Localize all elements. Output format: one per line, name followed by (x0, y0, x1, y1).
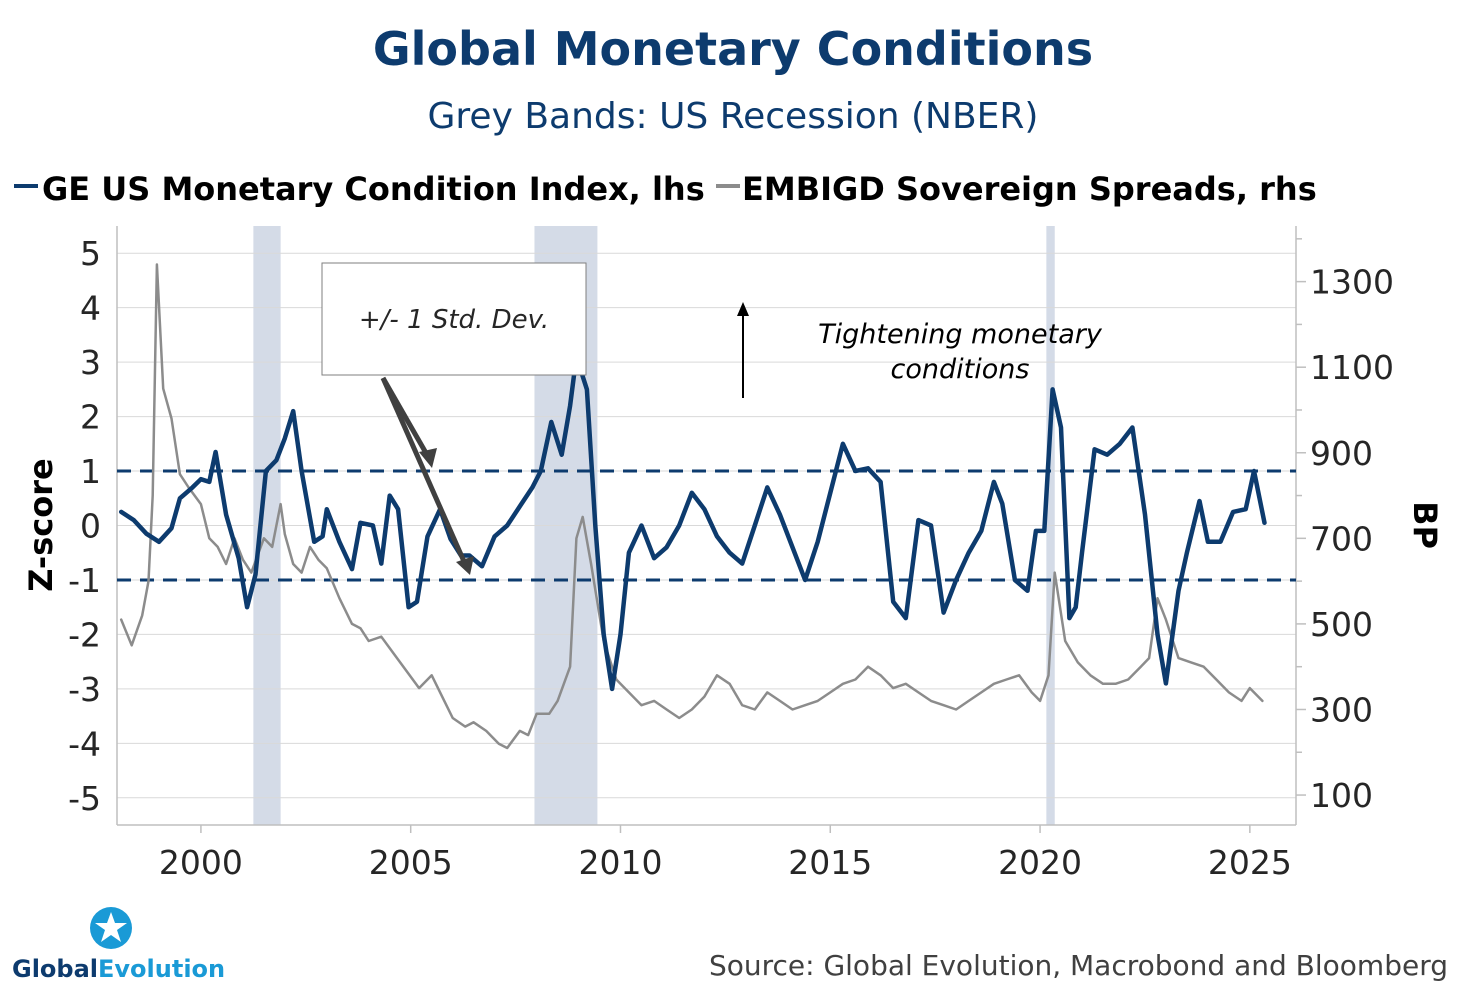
y-right-tick-label: 900 (1310, 434, 1373, 473)
std-dev-annotation: +/- 1 Std. Dev. (321, 262, 587, 575)
y-right-tick-label: 700 (1310, 519, 1373, 558)
tightening-annotation: Tightening monetary conditions (737, 302, 1103, 398)
logo-star-icon (95, 912, 127, 942)
series-group (118, 263, 1267, 750)
legend: GE US Monetary Condition Index, lhs EMBI… (14, 170, 1317, 208)
chart-title: Global Monetary Conditions (373, 22, 1093, 76)
x-tick-label: 2005 (369, 843, 453, 882)
y-left-tick-label: -5 (68, 779, 101, 818)
y-left-tick-label: 5 (80, 234, 101, 273)
legend-swatch-spreads (716, 184, 740, 188)
legend-label-index: GE US Monetary Condition Index, lhs (42, 170, 705, 208)
legend-label-spreads: EMBIGD Sovereign Spreads, rhs (742, 170, 1317, 208)
y-left-tick-label: -1 (68, 561, 101, 600)
y-right-tick-label: 1300 (1310, 263, 1394, 302)
tightening-label-line1: Tightening monetary (818, 319, 1103, 350)
x-axis: 2000 2005 2010 2015 2020 2025 (159, 825, 1292, 882)
tightening-label-line2: conditions (891, 354, 1030, 385)
y-left-tick-label: 1 (80, 452, 101, 491)
std-dev-lines (117, 469, 1296, 582)
logo-text-global: Global (12, 955, 98, 983)
std-dev-arrow-lower-head (456, 556, 474, 575)
logo-text: GlobalEvolution (12, 955, 225, 983)
y-left-tick-label: 3 (80, 343, 101, 382)
y-left-tick-label: -3 (68, 670, 101, 709)
x-tick-label: 2010 (578, 843, 662, 882)
std-dev-box (321, 262, 587, 376)
y-right-tick-label: 300 (1310, 690, 1373, 729)
std-dev-arrow-lower (380, 376, 469, 568)
global-evolution-logo: GlobalEvolution (12, 907, 225, 983)
y-left-tick-label: 2 (80, 398, 101, 437)
y-left-tick-label: -2 (68, 615, 101, 654)
y-right-tick-label: 100 (1310, 776, 1373, 815)
y-axis-right-title: BP (1406, 501, 1444, 549)
x-tick-label: 2000 (159, 843, 243, 882)
y-right-tick-label: 1100 (1310, 348, 1394, 387)
chart-subtitle: Grey Bands: US Recession (NBER) (428, 96, 1039, 137)
series-line-embigd-spreads (119, 263, 1264, 750)
std-dev-arrow-upper-head (419, 448, 437, 468)
source-note: Source: Global Evolution, Macrobond and … (709, 949, 1448, 982)
y-axis-right: 1300 1100 900 700 500 300 100 (1296, 238, 1394, 815)
tightening-arrow-head (737, 302, 749, 316)
plot-frame (116, 226, 1297, 826)
y-left-tick-label: 4 (80, 289, 101, 328)
x-tick-label: 2015 (788, 843, 872, 882)
y-left-tick-label: 0 (80, 507, 101, 546)
y-left-tick-label: -4 (68, 724, 101, 763)
y-axis-left-title: Z-score (22, 458, 60, 591)
x-tick-label: 2025 (1208, 843, 1292, 882)
std-dev-label: +/- 1 Std. Dev. (359, 305, 549, 335)
series-line-monetary-index (118, 354, 1267, 692)
legend-swatch-index (14, 184, 38, 188)
y-right-tick-label: 500 (1310, 605, 1373, 644)
x-tick-label: 2020 (998, 843, 1082, 882)
gridlines (117, 252, 1296, 799)
y-axis-left: 5 4 3 2 1 0 -1 -2 -3 -4 -5 (68, 234, 101, 818)
logo-text-evolution: Evolution (98, 955, 225, 983)
